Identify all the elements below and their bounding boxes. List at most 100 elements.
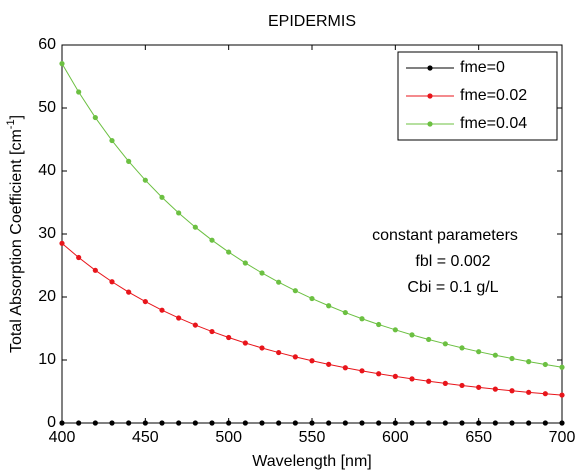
data-point <box>476 384 482 390</box>
data-point <box>59 240 65 246</box>
chart-title: EPIDERMIS <box>268 13 356 30</box>
y-tick-label: 50 <box>38 99 56 116</box>
data-point <box>209 420 215 426</box>
x-tick-label: 600 <box>382 429 409 446</box>
y-tick-label: 0 <box>47 414 56 431</box>
data-point <box>492 420 498 426</box>
legend-label: fme=0.02 <box>460 87 527 104</box>
y-tick-label: 40 <box>38 162 56 179</box>
data-point <box>242 340 248 346</box>
data-point <box>276 420 282 426</box>
data-point <box>176 210 182 216</box>
data-point <box>376 371 382 377</box>
data-point <box>492 352 498 358</box>
data-point <box>559 420 565 426</box>
legend-label: fme=0.04 <box>460 115 527 132</box>
y-axis-label-sup: -1 <box>5 119 17 129</box>
data-point <box>126 420 132 426</box>
data-point <box>109 137 115 144</box>
data-point <box>142 298 148 305</box>
data-point <box>542 420 548 426</box>
y-axis-label-text: Total Absorption Coefficient [cm <box>8 129 25 353</box>
data-point <box>109 420 115 426</box>
data-point <box>509 420 515 426</box>
data-point <box>226 420 232 426</box>
data-point <box>359 316 365 322</box>
data-point <box>426 420 432 426</box>
x-tick-label: 500 <box>215 429 242 446</box>
data-point <box>259 420 265 426</box>
data-point <box>392 327 398 333</box>
data-point <box>526 389 532 395</box>
data-point <box>59 61 65 67</box>
data-point <box>176 315 182 321</box>
data-point <box>92 420 98 426</box>
data-point <box>409 376 415 382</box>
data-point <box>126 158 132 164</box>
data-point <box>492 386 498 392</box>
data-point <box>192 224 198 230</box>
data-point <box>542 391 548 397</box>
data-point <box>276 349 282 356</box>
x-tick-label: 400 <box>49 429 76 446</box>
data-point <box>309 358 315 364</box>
data-point <box>559 364 565 370</box>
data-point <box>326 361 332 367</box>
data-point <box>209 328 215 335</box>
data-point <box>442 420 448 426</box>
data-point <box>142 420 148 426</box>
data-point <box>59 420 65 426</box>
data-point <box>326 303 332 309</box>
data-point <box>509 388 515 394</box>
data-point <box>76 254 82 261</box>
data-point <box>276 279 282 285</box>
data-point <box>326 420 332 426</box>
data-point <box>192 420 198 426</box>
data-point <box>426 378 432 384</box>
data-point <box>409 420 415 426</box>
data-point <box>442 341 448 347</box>
data-point <box>292 420 298 426</box>
data-point <box>259 270 265 276</box>
data-point <box>526 420 532 426</box>
data-point <box>359 368 365 374</box>
data-point <box>459 420 465 426</box>
data-point <box>542 361 548 368</box>
legend-marker <box>427 65 433 71</box>
data-point <box>242 260 248 266</box>
data-point <box>76 89 82 95</box>
data-point <box>476 420 482 426</box>
legend-marker <box>427 121 433 127</box>
data-point <box>392 420 398 426</box>
y-axis-label: Total Absorption Coefficient [cm-1] <box>5 115 25 353</box>
annotation: constant parameters <box>372 227 518 244</box>
x-tick-label: 450 <box>132 429 159 446</box>
data-point <box>109 279 115 285</box>
data-point <box>342 420 348 426</box>
y-tick-label: 60 <box>38 36 56 53</box>
data-point <box>392 373 398 379</box>
y-tick-label: 20 <box>38 288 56 305</box>
data-point <box>376 321 382 328</box>
data-point <box>176 420 182 426</box>
data-point <box>459 382 465 389</box>
data-point <box>292 354 298 360</box>
x-axis-label: Wavelength [nm] <box>252 453 371 470</box>
data-point <box>159 307 165 313</box>
data-point <box>509 355 515 362</box>
y-tick-label: 30 <box>38 225 56 242</box>
data-point <box>426 336 432 343</box>
data-point <box>159 420 165 426</box>
data-point <box>559 392 565 398</box>
data-point <box>442 380 448 386</box>
data-point <box>526 359 532 365</box>
data-point <box>92 267 98 273</box>
data-point <box>226 334 232 341</box>
data-point <box>459 345 465 351</box>
data-point <box>259 345 265 351</box>
annotation: Cbi = 0.1 g/L <box>407 279 498 296</box>
x-tick-label: 650 <box>465 429 492 446</box>
data-point <box>476 349 482 355</box>
x-tick-label: 550 <box>299 429 326 446</box>
